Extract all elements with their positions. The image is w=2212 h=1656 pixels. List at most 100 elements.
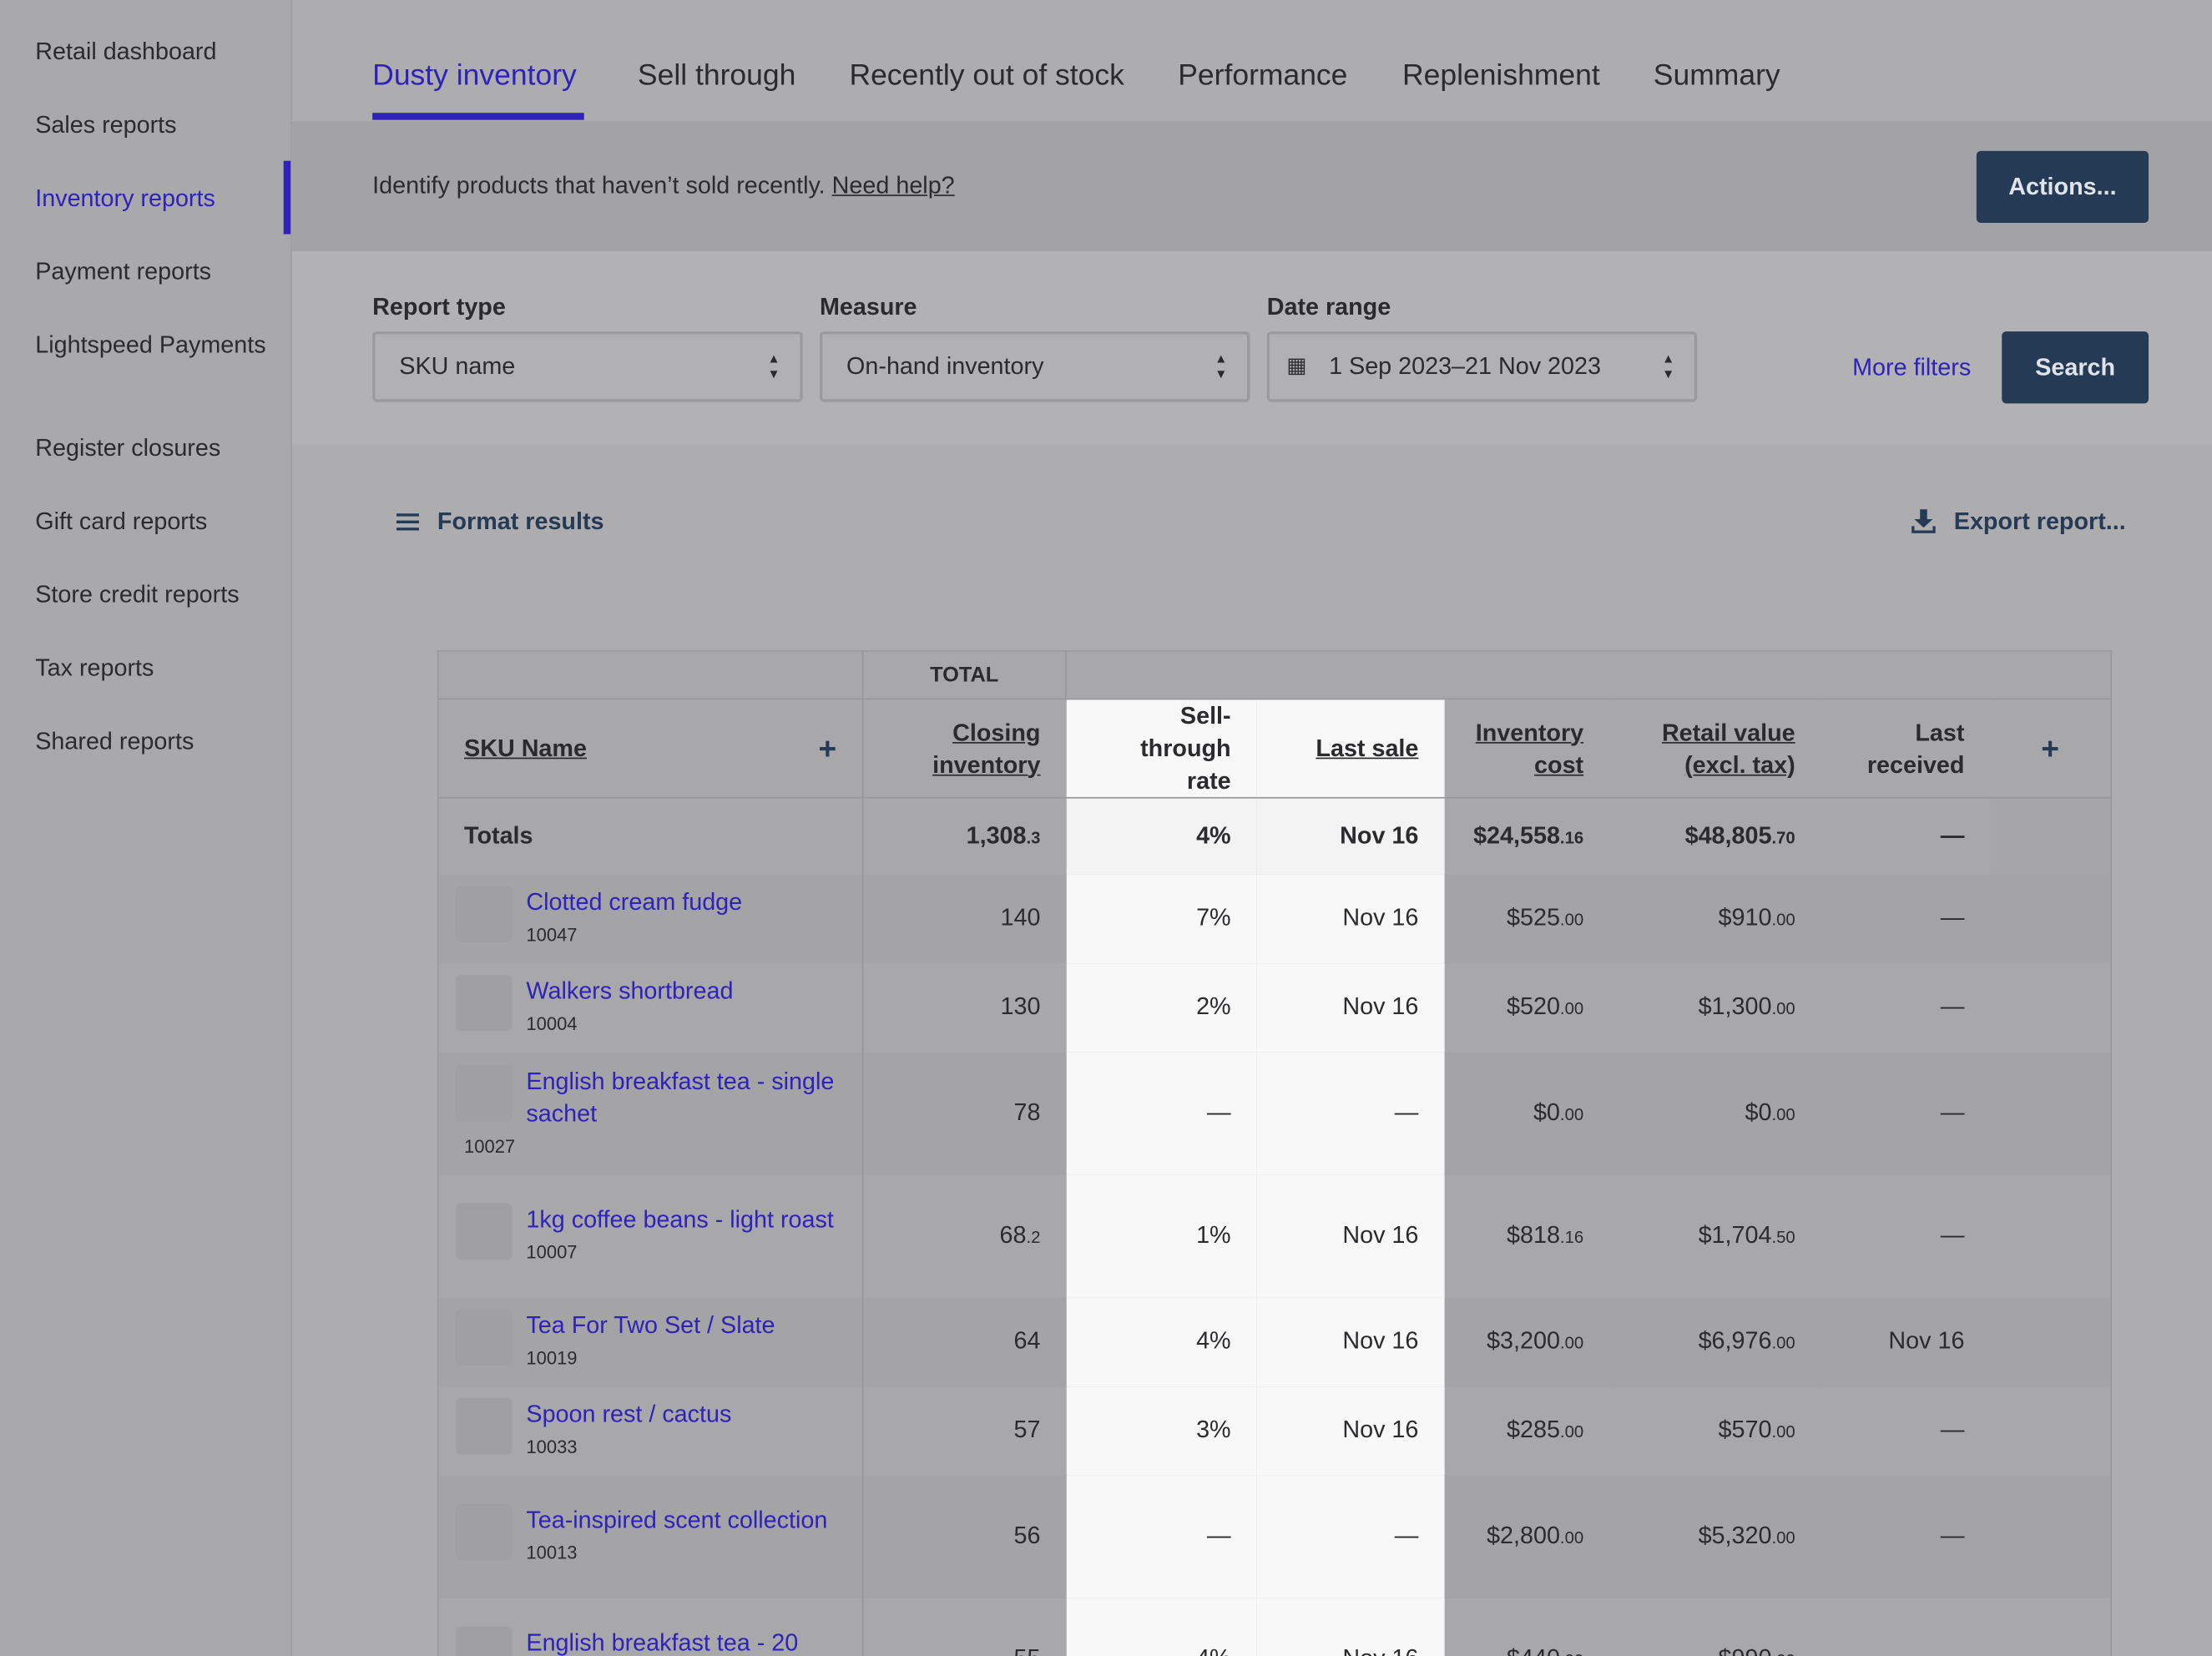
spacer [1989,1474,2112,1598]
column-header[interactable]: Inventory cost [1444,699,1609,797]
header-label: Last received [1866,719,1965,779]
nav-item[interactable]: Shared reports [35,728,194,755]
group-header: TOTAL [861,650,1066,699]
sku-name[interactable]: Clotted cream fudge [526,888,743,916]
column-header[interactable]: Last sale [1256,699,1444,798]
total-cell: $48,805.70 [1684,821,1795,850]
info-text: Identify products that haven’t sold rece… [372,172,954,200]
export-icon [1912,509,1936,533]
tab[interactable]: Summary [1653,58,1780,92]
column-header[interactable]: SKU Name + [438,699,863,797]
nav-item[interactable]: Sales reports [35,111,177,139]
tab[interactable]: Replenishment [1401,58,1600,92]
sku-cell: Clotted cream fudge 10047 [437,874,863,963]
data-cell: 68.2 [861,1174,1066,1298]
data-cell: Nov 16 [1256,874,1444,963]
actions-button[interactable]: Actions... [1976,150,2149,224]
data-cell: $570.00 [1718,1416,1795,1443]
report-table: TOTAL SKU Name + Closing inventory Sell-thr… [437,650,2113,1656]
tab[interactable]: Sell through [637,58,796,92]
data-cell: — [1821,1474,1990,1598]
calendar-icon: ▦ [1286,354,1307,378]
nav-item[interactable]: Register closures [35,434,221,462]
help-link[interactable]: Need help? [831,172,955,199]
data-row: Tea-inspired scent collection 10013 56— — $2… [437,1474,2112,1598]
data-row: Walkers shortbread 10004 130 2% Nov 16 $520.0… [438,962,2111,1052]
data-cell: $285.00 [1507,1416,1584,1443]
spacer [1989,797,2112,875]
sku-name[interactable]: Tea-inspired scent collection [526,1507,828,1534]
sku-cell: English breakfast tea - single sachet 100… [437,1051,863,1175]
thumbnail [455,886,513,942]
filter-select[interactable]: SKU name ▲ ▼ [372,331,803,402]
total-cell: $24,558.16 [1473,821,1584,850]
header-label: Closing inventory [932,719,1041,779]
data-cell: $0.00 [1608,1051,1821,1175]
data-cell: $1,704.50 [1698,1221,1795,1249]
tab-bar [291,0,2212,122]
search-button[interactable]: Search [2002,331,2149,404]
data-cell: Nov 16 [1256,1598,1444,1656]
nav-item[interactable]: Gift card reports [35,507,208,535]
data-cell: — [1065,1051,1257,1175]
filter-bar: Report type SKU name ▲ ▼ Measure On-hand inve… [291,250,2212,445]
totals-label: Totals [464,821,533,850]
data-cell: $818.16 [1507,1221,1584,1249]
data-cell: 78 [861,1051,1066,1175]
data-cell: — [1256,1474,1444,1598]
select-arrows: ▲ ▼ [1662,351,1675,381]
column-header: Last received [1821,699,1990,797]
header-label: Sell-through rate [1140,702,1231,795]
thumbnail [455,1064,513,1121]
format-icon [396,513,419,531]
more-filters[interactable]: More filters [1852,354,1972,381]
add-column[interactable]: + [818,730,837,766]
data-cell: 3% [1065,1386,1257,1475]
column-header[interactable]: Closing inventory [861,699,1066,798]
sku-code: 10047 [526,924,578,946]
data-cell: 4% [1065,1598,1257,1656]
data-cell: — [1065,1474,1257,1598]
sku-name[interactable]: Walkers shortbread [526,977,734,1005]
nav-item[interactable]: Lightspeed Payments [35,331,266,359]
sku-name[interactable]: English breakfast tea - single sachet [526,1067,835,1127]
spacer [1989,874,2112,963]
data-cell: — [1821,1598,1990,1656]
data-cell: $910.00 [1608,874,1821,963]
header-label: SKU Name [464,735,587,762]
total-cell: — [1940,821,1965,850]
tab[interactable]: Recently out of stock [849,58,1124,92]
total-cell: 4% [1065,797,1257,875]
thumbnail [455,1397,513,1455]
sku-name[interactable]: Tea For Two Set / Slate [526,1311,775,1339]
add-column[interactable]: + [2041,730,2059,766]
data-cell: — [1940,1416,1965,1443]
filter-select[interactable]: On-hand inventory ▲ ▼ [819,331,1250,402]
filter-label: Measure [819,293,917,321]
nav-item[interactable]: Payment reports [35,258,212,285]
spacer [1989,1051,2112,1175]
data-cell: $0.00 [1443,1051,1609,1175]
sku-name[interactable]: 1kg coffee beans - light roast [526,1206,834,1234]
header-label: Last sale [1316,735,1419,762]
data-row: English breakfast tea - single sachet 100… [437,1051,2112,1175]
nav-item[interactable]: Inventory reports [35,184,215,212]
data-cell: 55 [861,1598,1066,1656]
sku-name[interactable]: Spoon rest / cactus [526,1401,732,1428]
tab[interactable]: Performance [1178,58,1348,92]
format-results[interactable]: Format results [437,507,604,535]
nav-item[interactable]: Store credit reports [35,581,240,608]
nav-item[interactable]: Retail dashboard [35,38,217,65]
data-cell: $2,800.00 [1443,1474,1609,1598]
nav-item[interactable]: Tax reports [35,654,154,682]
spacer [1990,1386,2111,1475]
sku-name[interactable]: English breakfast tea - 20 sachets [526,1628,799,1656]
data-cell: $1,300.00 [1698,992,1795,1020]
data-cell: Nov 16 [1821,1297,1990,1386]
sku-code: 10004 [526,1012,578,1034]
column-header[interactable]: Retail value (excl. tax) [1609,699,1821,797]
filter-select[interactable]: 1 Sep 2023–21 Nov 2023 ▲ ▼ ▦ [1266,331,1698,402]
data-row: Tea For Two Set / Slate 10019 64 4% Nov 16 $3… [437,1297,2112,1386]
export-report[interactable]: Export report... [1953,507,2126,535]
tab[interactable]: Dusty inventory [372,58,577,92]
